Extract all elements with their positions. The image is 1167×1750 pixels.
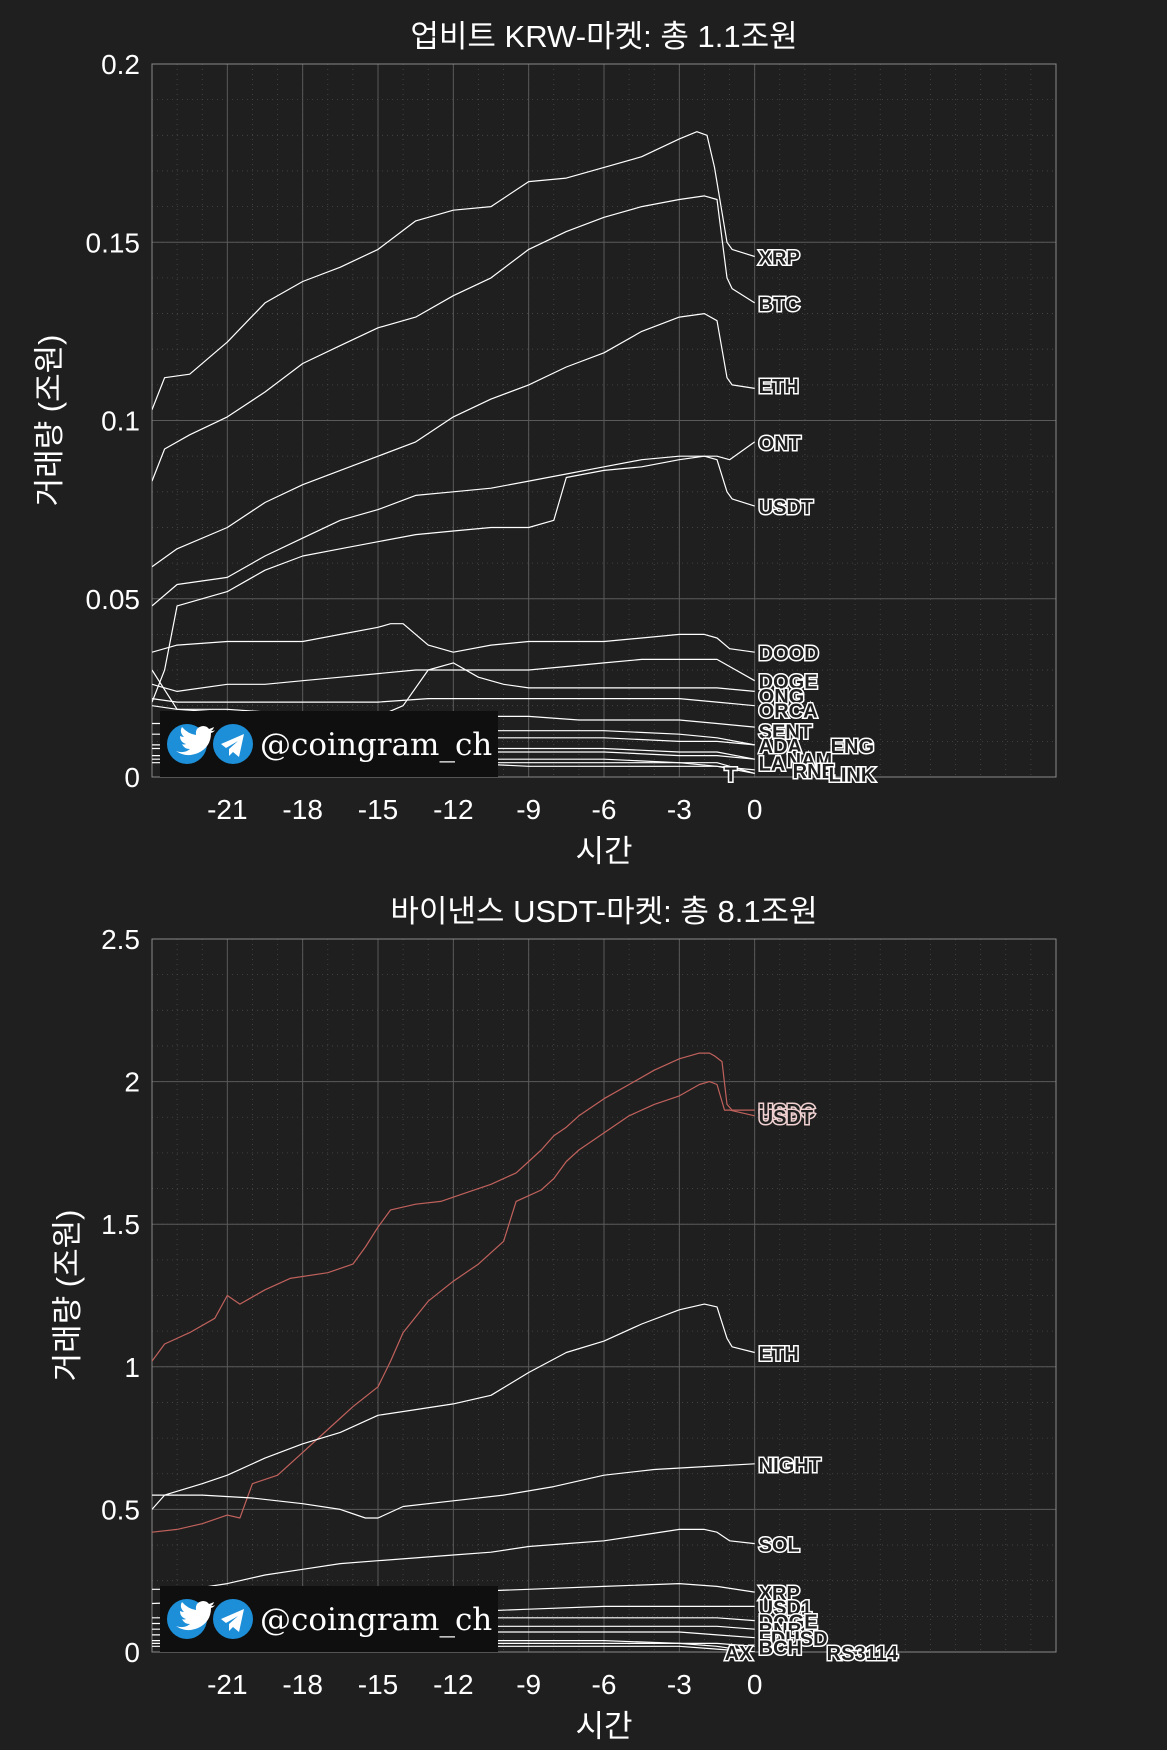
series-label-rne: RNE xyxy=(793,761,835,783)
watermark-handle: @coingram_ch xyxy=(260,1602,492,1638)
series-label-eth: ETH xyxy=(759,1344,799,1366)
series-label-night: NIGHT xyxy=(759,1455,821,1477)
series-label-rs3114: RS3114 xyxy=(827,1643,899,1665)
series-label-eth: ETH xyxy=(759,376,799,398)
x-tick-label: -18 xyxy=(282,794,322,825)
y-tick-label: 0.1 xyxy=(101,406,140,437)
series-line-eth xyxy=(152,1303,755,1510)
y-tick-label: 0.15 xyxy=(86,227,141,258)
series-line-usdt xyxy=(152,1080,755,1533)
y-axis-label: 거래량 (조원) xyxy=(32,335,67,507)
chart-title: 바이낸스 USDT-마켓: 총 8.1조원 xyxy=(390,894,817,929)
series-label-bnb: BNB xyxy=(759,1620,802,1642)
y-tick-label: 0.5 xyxy=(101,1494,140,1525)
series-label-ont: ONT xyxy=(759,433,801,455)
telegram-icon xyxy=(213,724,253,764)
series-label-orca: ORCA xyxy=(759,700,818,722)
x-tick-label: -15 xyxy=(358,794,398,825)
y-tick-label: 0 xyxy=(124,762,140,793)
x-tick-label: -12 xyxy=(433,1669,473,1700)
series-label-t: T xyxy=(725,764,737,786)
series-line-eth xyxy=(152,313,755,568)
series-label-usdt: USDT xyxy=(759,1107,813,1129)
chart-2: -21 -18 -15 -12 -9 -6 -3 0 0 0.5 1 1.5 2 2.5 바이낸스 USDT… xyxy=(50,894,1057,1744)
series-line-dood xyxy=(152,623,755,653)
watermark: @coingram_ch xyxy=(160,1586,498,1652)
x-tick-label: -3 xyxy=(667,1669,692,1700)
series-label-usdt: USDT xyxy=(759,497,813,519)
x-tick-label: -21 xyxy=(207,1669,247,1700)
x-tick-label: -9 xyxy=(516,794,541,825)
series-label-doge: DOGE xyxy=(759,672,818,694)
series-label-eng: ENG xyxy=(831,736,874,758)
x-tick-label: -9 xyxy=(516,1669,541,1700)
x-tick-label: 0 xyxy=(747,794,763,825)
y-tick-label: 1.5 xyxy=(101,1209,140,1240)
x-tick-label: -15 xyxy=(358,1669,398,1700)
watermark-handle: @coingram_ch xyxy=(260,727,492,763)
series-label-usd1: USD1 xyxy=(759,1597,812,1619)
series-label-link: LINK xyxy=(829,764,876,786)
x-tick-label: -18 xyxy=(282,1669,322,1700)
series-line-orca xyxy=(152,697,755,707)
series-label-dood: DOOD xyxy=(759,643,819,665)
series-label-nam: NAM xyxy=(787,750,833,772)
x-tick-label: -12 xyxy=(433,794,473,825)
y-tick-label: 2.5 xyxy=(101,924,140,955)
y-tick-label: 0.2 xyxy=(101,49,140,80)
twitter-icon xyxy=(167,724,215,764)
series-label-usdc: USDC xyxy=(759,1101,816,1123)
series-label-sol: SOL xyxy=(759,1535,800,1557)
series-label-xrp: XRP xyxy=(759,248,800,270)
series-line-sol xyxy=(152,1528,755,1590)
y-axis-label: 거래량 (조원) xyxy=(50,1210,85,1382)
chart-1: -21 -18 -15 -12 -9 -6 -3 0 0 0.05 0.1 0.15 0.2 업비트 KR… xyxy=(32,19,1057,869)
x-tick-label: 0 xyxy=(747,1669,763,1700)
x-tick-label: -6 xyxy=(592,1669,617,1700)
y-tick-label: 0.05 xyxy=(86,584,141,615)
x-axis-label: 시간 xyxy=(575,834,632,869)
series-label-bch: BCH xyxy=(759,1637,802,1659)
plot-frame xyxy=(151,63,1057,778)
x-tick-label: -3 xyxy=(667,794,692,825)
series-label-doge: DOGE xyxy=(759,1612,818,1634)
series-label-sent: SENT xyxy=(759,722,812,744)
series-label-ax: AX xyxy=(725,1643,753,1665)
plot-frame xyxy=(151,938,1057,1653)
series-label-btc: BTC xyxy=(759,294,800,316)
series-line-doge xyxy=(152,658,755,693)
telegram-icon xyxy=(213,1599,253,1639)
series-label-ong: ONG xyxy=(759,686,805,708)
x-axis-label: 시간 xyxy=(575,1709,632,1744)
y-tick-label: 0 xyxy=(124,1637,140,1668)
series-label-ada: ADA xyxy=(759,736,802,758)
y-tick-label: 1 xyxy=(124,1352,140,1383)
series-line-usdc xyxy=(152,1052,755,1362)
y-tick-label: 2 xyxy=(124,1067,140,1098)
series-line-night xyxy=(152,1463,755,1519)
series-line-xrp xyxy=(152,131,755,411)
series-line-ont xyxy=(152,441,756,607)
series-label-xrp: XRP xyxy=(759,1583,800,1605)
x-tick-label: -6 xyxy=(592,794,617,825)
chart-title: 업비트 KRW-마켓: 총 1.1조원 xyxy=(410,19,797,54)
series-line-usdt xyxy=(152,455,755,703)
twitter-icon xyxy=(167,1599,215,1639)
watermark: @coingram_ch xyxy=(160,711,498,777)
series-label-la: LA xyxy=(759,754,786,776)
series-line-btc xyxy=(152,195,756,482)
series-label-fdusd: FDUSD xyxy=(759,1629,828,1651)
x-tick-label: -21 xyxy=(207,794,247,825)
